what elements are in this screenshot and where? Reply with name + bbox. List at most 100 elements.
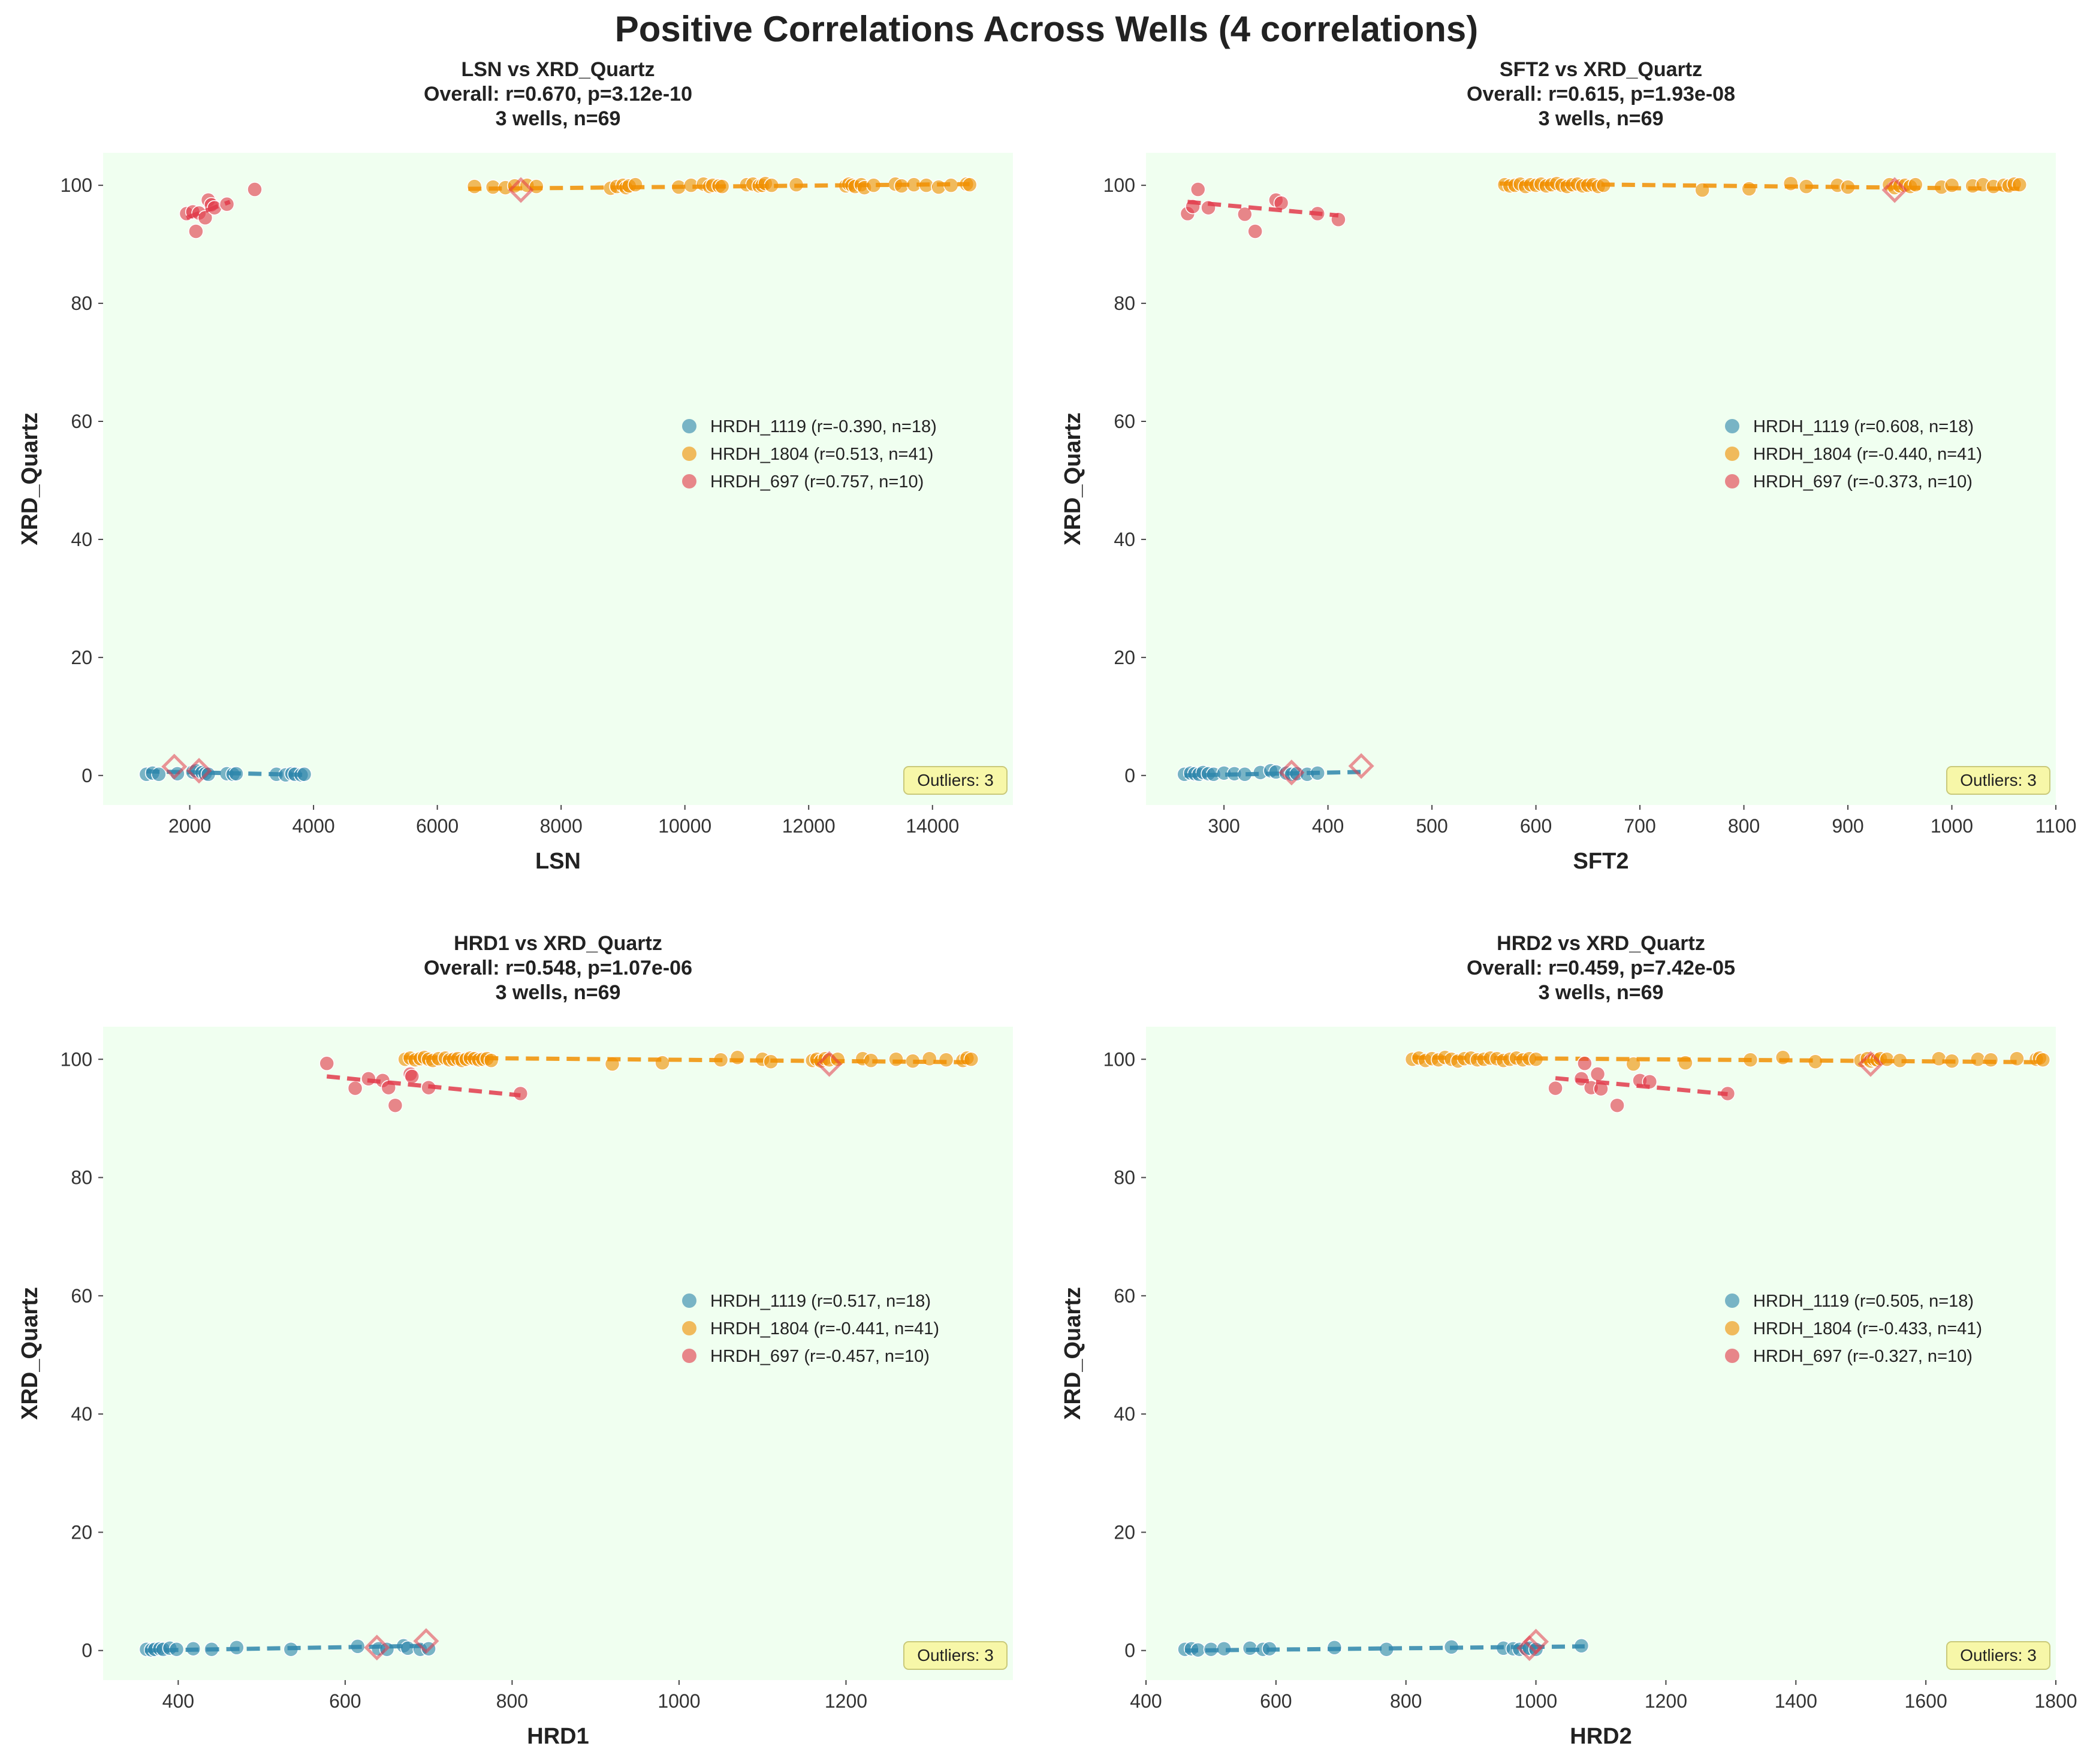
outlier-marker xyxy=(413,1628,439,1654)
legend-marker xyxy=(682,1321,696,1335)
data-point xyxy=(628,177,643,192)
y-tick-label: 40 xyxy=(1114,529,1135,550)
y-tick-label: 80 xyxy=(71,1167,92,1189)
outlier-marker xyxy=(508,177,534,203)
x-tick-label: 600 xyxy=(329,1690,361,1712)
data-point xyxy=(1609,1097,1625,1113)
outliers-count-label: Outliers: 3 xyxy=(917,1646,994,1665)
outlier-marker xyxy=(161,753,188,780)
y-tick-label: 0 xyxy=(82,765,92,786)
x-tick-label: 800 xyxy=(1728,815,1760,837)
legend-entry-label: HRDH_1804 (r=0.513, n=41) xyxy=(710,445,933,464)
x-tick-label: 10000 xyxy=(658,815,711,837)
y-tick-label: 80 xyxy=(71,293,92,314)
outlier-marker xyxy=(1523,1629,1549,1655)
trend-line xyxy=(1555,1076,1728,1096)
plot-area xyxy=(103,153,1013,805)
y-tick-label: 80 xyxy=(1114,1167,1135,1189)
chart-title: LSN vs XRD_Quartz xyxy=(461,58,655,81)
y-tick-label: 100 xyxy=(1103,1048,1135,1070)
x-axis-label: HRD2 xyxy=(1570,1724,1631,1749)
x-tick-label: 1000 xyxy=(1931,815,1973,837)
chart-title: HRD2 vs XRD_Quartz xyxy=(1497,932,1705,955)
x-tick-label: 1000 xyxy=(658,1690,700,1712)
x-tick-label: 400 xyxy=(1130,1690,1162,1712)
plot-marks xyxy=(1177,176,2028,786)
trend-line xyxy=(468,182,970,191)
x-tick-label: 600 xyxy=(1260,1690,1292,1712)
x-tick-label: 900 xyxy=(1832,815,1863,837)
data-point xyxy=(483,1053,499,1068)
y-tick-label: 40 xyxy=(71,1403,92,1425)
data-point xyxy=(2035,1052,2051,1068)
chart-title: HRD1 vs XRD_Quartz xyxy=(454,932,662,955)
y-tick-label: 60 xyxy=(71,411,92,432)
y-tick-label: 80 xyxy=(1114,293,1135,314)
data-point xyxy=(963,1051,979,1068)
x-axis-label: LSN xyxy=(535,849,581,874)
outlier-marker xyxy=(1278,759,1305,786)
outliers-count-label: Outliers: 3 xyxy=(917,771,994,789)
x-tick-label: 1100 xyxy=(2035,815,2077,837)
data-point xyxy=(1741,181,1757,197)
outliers-badge xyxy=(903,1641,1008,1670)
trend-line xyxy=(403,1055,972,1065)
x-tick-label: 700 xyxy=(1624,815,1655,837)
y-axis-label: XRD_Quartz xyxy=(1060,1287,1085,1420)
legend-entry-label: HRDH_1804 (r=-0.441, n=41) xyxy=(710,1319,939,1338)
trend-line xyxy=(326,1074,521,1097)
x-tick-label: 1400 xyxy=(1775,1690,1817,1712)
x-axis-label: HRD1 xyxy=(527,1724,589,1749)
legend-marker xyxy=(682,1293,696,1308)
y-axis-label: XRD_Quartz xyxy=(17,412,43,545)
x-tick-label: 800 xyxy=(496,1690,528,1712)
y-tick-label: 0 xyxy=(82,1640,92,1662)
series-hrdh-1804 xyxy=(1497,176,2028,198)
data-point xyxy=(466,179,482,194)
data-point xyxy=(151,767,167,782)
data-point xyxy=(1590,1066,1606,1082)
data-point xyxy=(319,1056,334,1071)
x-tick-label: 14000 xyxy=(906,815,959,837)
data-point xyxy=(1237,206,1253,222)
data-point xyxy=(1548,1080,1563,1096)
legend-entry-label: HRDH_1119 (r=0.505, n=18) xyxy=(1753,1292,1974,1311)
data-point xyxy=(1577,1056,1593,1071)
data-point xyxy=(1775,1050,1791,1066)
outlier-marker xyxy=(1516,1635,1543,1662)
legend-entry-label: HRDH_1119 (r=0.608, n=18) xyxy=(1753,417,1974,436)
y-tick-label: 20 xyxy=(71,647,92,668)
outlier-marker xyxy=(816,1051,843,1077)
data-point xyxy=(938,1052,954,1068)
data-point xyxy=(1970,1051,1986,1068)
chart-subtitle-stats: Overall: r=0.459, p=7.42e-05 xyxy=(1467,957,1735,979)
legend-entry-label: HRDH_697 (r=0.757, n=10) xyxy=(710,472,924,491)
x-tick-label: 1000 xyxy=(1515,1690,1557,1712)
legend-entry-label: HRDH_1804 (r=-0.433, n=41) xyxy=(1753,1319,1982,1338)
data-point xyxy=(404,1069,420,1084)
legend-marker xyxy=(1725,1321,1739,1335)
legend-marker xyxy=(682,1349,696,1363)
y-tick-label: 40 xyxy=(71,529,92,550)
y-tick-label: 0 xyxy=(1124,765,1135,786)
x-tick-label: 4000 xyxy=(292,815,335,837)
legend-marker xyxy=(1725,1349,1739,1363)
x-tick-label: 6000 xyxy=(416,815,459,837)
series-hrdh-1804 xyxy=(397,1050,979,1072)
outlier-marker xyxy=(1857,1051,1884,1077)
legend-marker xyxy=(1725,474,1739,489)
chart-subtitle-wells: 3 wells, n=69 xyxy=(496,107,621,130)
y-axis-label: XRD_Quartz xyxy=(17,1287,43,1420)
outliers-badge xyxy=(1946,1641,2050,1670)
trend-line xyxy=(146,769,307,777)
y-tick-label: 40 xyxy=(1114,1403,1135,1425)
series-hrdh-1804 xyxy=(466,176,978,196)
x-tick-label: 400 xyxy=(162,1690,194,1712)
outliers-count-label: Outliers: 3 xyxy=(1960,771,2037,789)
plot-marks xyxy=(138,1050,979,1661)
x-tick-label: 800 xyxy=(1390,1690,1422,1712)
